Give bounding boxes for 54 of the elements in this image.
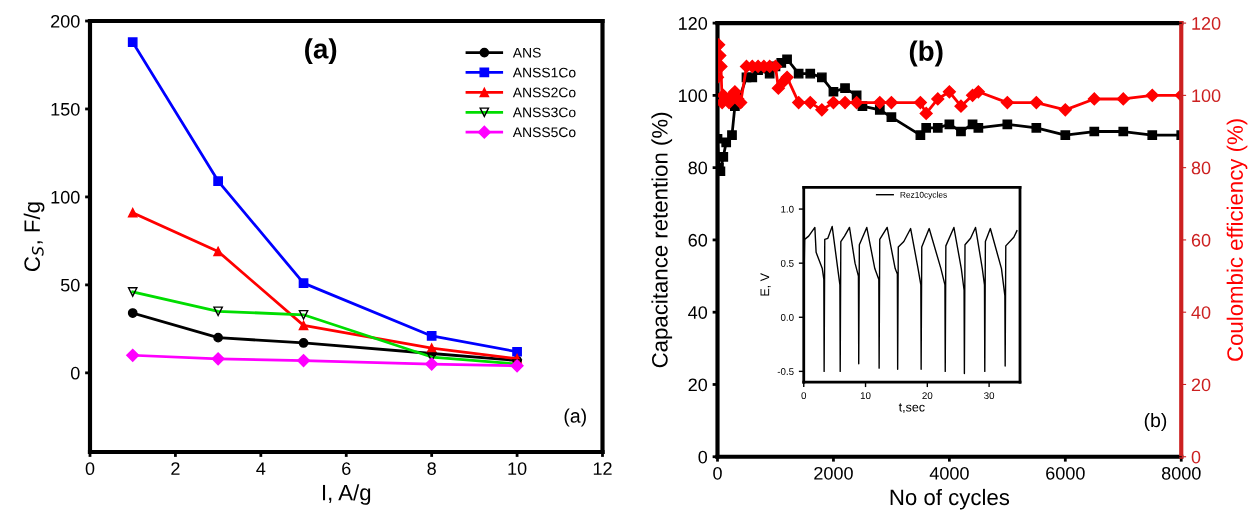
x-tick-label: 0 — [85, 462, 95, 476]
x-tick-label: 4000 — [929, 466, 969, 480]
y-axis-title: C$_{S}$, F/g — [23, 202, 45, 272]
y-tick-label: 40 — [688, 306, 708, 319]
y-tick-label: 100 — [51, 190, 80, 204]
y2-tick-label: 120 — [1192, 17, 1221, 30]
x-tick-label: 2 — [171, 462, 180, 475]
y2-tick-label: 100 — [1192, 89, 1221, 103]
x-axis-title: I, A/g — [322, 484, 371, 505]
y-tick-label: -0.5 — [777, 368, 794, 375]
x-tick-label: 10 — [508, 462, 527, 476]
annotation: (b) — [1144, 413, 1167, 432]
y-tick-label: 60 — [688, 233, 708, 247]
x-tick-label: 30 — [984, 392, 995, 400]
y2-tick-label: 0 — [1191, 450, 1201, 464]
x-tick-label: 6000 — [1046, 466, 1085, 480]
legend-label: ANSS2Co — [512, 87, 576, 98]
text: (b) — [909, 40, 943, 67]
y-tick-label: 0.0 — [780, 314, 794, 321]
text: (a) — [305, 38, 337, 65]
y-tick-label: 200 — [51, 14, 80, 28]
y-tick-label: 0 — [698, 450, 708, 464]
y-axis-title: E, V — [760, 273, 771, 296]
y-tick-label: 0 — [70, 366, 80, 380]
x-tick-label: 2000 — [814, 466, 853, 480]
x-tick-label: 10 — [860, 392, 871, 400]
y2-tick-label: 40 — [1191, 306, 1211, 319]
x-tick-label: 8 — [427, 462, 436, 476]
x-tick-label: 6 — [342, 462, 351, 476]
y-tick-label: 80 — [688, 161, 708, 175]
y-axis-title: Capacitance retention (%) — [651, 112, 673, 368]
x-tick-label: 8000 — [1161, 466, 1201, 480]
annotation: (a) — [564, 408, 586, 427]
y-tick-label: 0.5 — [780, 259, 794, 267]
y2-axis-title: Coulombic efficiency (%) — [1226, 119, 1248, 361]
x-tick-label: 0 — [713, 466, 722, 480]
x-tick-label: 20 — [922, 392, 933, 400]
y-tick-label: 120 — [679, 17, 708, 30]
y-tick-label: 1.0 — [781, 205, 794, 213]
x-axis-title: t,sec — [898, 403, 925, 414]
y-tick-label: 50 — [60, 278, 80, 292]
y-tick-label: 100 — [679, 89, 708, 103]
x-axis-title: No of cycles — [890, 488, 1010, 510]
legend-label: ANSS5Co — [512, 127, 576, 138]
y2-tick-label: 60 — [1191, 233, 1211, 247]
legend-label: ANS — [512, 47, 541, 58]
y2-tick-label: 80 — [1191, 161, 1211, 175]
legend-label: ANSS1Co — [512, 67, 576, 78]
x-tick-label: 0 — [801, 392, 807, 400]
x-tick-label: 4 — [256, 462, 266, 475]
legend-label: Rez10cycles — [900, 191, 947, 200]
y-tick-label: 150 — [51, 102, 80, 116]
legend-label: ANSS3Co — [512, 107, 576, 118]
x-tick-label: 12 — [593, 462, 612, 475]
